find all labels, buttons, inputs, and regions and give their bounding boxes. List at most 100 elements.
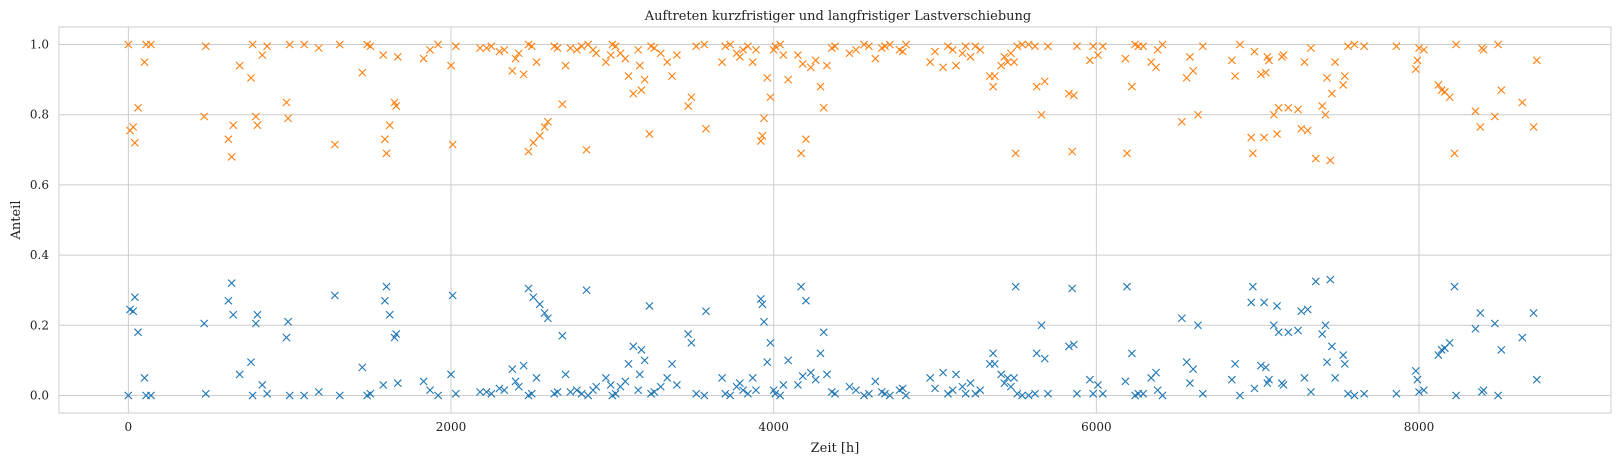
data-point bbox=[558, 331, 567, 340]
data-point bbox=[1037, 321, 1046, 330]
data-point bbox=[284, 317, 293, 326]
data-point bbox=[495, 47, 504, 56]
data-point bbox=[592, 382, 601, 391]
data-point bbox=[756, 137, 765, 146]
data-point bbox=[246, 358, 255, 367]
data-point bbox=[684, 101, 693, 110]
data-point bbox=[656, 382, 665, 391]
data-point bbox=[885, 40, 894, 49]
data-point bbox=[645, 301, 654, 310]
data-point bbox=[701, 307, 710, 316]
data-point bbox=[200, 112, 209, 121]
data-point bbox=[1227, 375, 1236, 384]
data-point bbox=[1300, 373, 1309, 382]
data-point bbox=[1189, 66, 1198, 75]
data-point bbox=[939, 63, 948, 72]
data-point bbox=[766, 93, 775, 102]
data-point bbox=[566, 387, 575, 396]
data-point bbox=[1040, 77, 1049, 86]
data-point bbox=[527, 42, 536, 51]
data-point bbox=[566, 44, 575, 53]
data-point bbox=[931, 384, 940, 393]
data-point bbox=[701, 124, 710, 133]
data-point bbox=[1494, 391, 1503, 400]
data-point bbox=[1339, 80, 1348, 89]
data-point bbox=[606, 51, 615, 60]
data-point bbox=[806, 368, 815, 377]
data-point bbox=[758, 300, 767, 309]
data-point bbox=[1490, 319, 1499, 328]
data-point bbox=[524, 284, 533, 293]
data-point bbox=[1040, 354, 1049, 363]
y-tick-label: 0.0 bbox=[30, 388, 49, 402]
data-point bbox=[860, 391, 869, 400]
data-point bbox=[961, 389, 970, 398]
data-point bbox=[1152, 63, 1161, 72]
data-point bbox=[1031, 42, 1040, 51]
data-point bbox=[1185, 379, 1194, 388]
data-point bbox=[1273, 130, 1282, 139]
data-point bbox=[380, 296, 389, 305]
data-point bbox=[798, 59, 807, 68]
data-point bbox=[1010, 373, 1019, 382]
data-point bbox=[434, 40, 443, 49]
data-point bbox=[300, 40, 309, 49]
data-point bbox=[1411, 366, 1420, 375]
data-point bbox=[1264, 375, 1273, 384]
data-point bbox=[514, 49, 523, 58]
data-point bbox=[687, 338, 696, 347]
data-point bbox=[990, 359, 999, 368]
data-point bbox=[926, 58, 935, 67]
data-point bbox=[735, 52, 744, 61]
data-point bbox=[766, 338, 775, 347]
data-point bbox=[1182, 73, 1191, 82]
data-point bbox=[140, 58, 149, 67]
data-point bbox=[448, 291, 457, 300]
chart-title: Auftreten kurzfristiger und langfristige… bbox=[644, 9, 1032, 24]
data-point bbox=[961, 42, 970, 51]
data-point bbox=[282, 98, 291, 107]
data-point bbox=[801, 135, 810, 144]
data-point bbox=[748, 373, 757, 382]
data-point bbox=[514, 382, 523, 391]
data-point bbox=[1269, 110, 1278, 119]
data-point bbox=[532, 373, 541, 382]
data-point bbox=[366, 42, 375, 51]
data-point bbox=[1490, 112, 1499, 121]
data-point bbox=[572, 45, 581, 54]
data-point bbox=[519, 361, 528, 370]
data-point bbox=[640, 75, 649, 84]
data-point bbox=[601, 58, 610, 67]
data-point bbox=[201, 389, 210, 398]
data-point bbox=[482, 387, 491, 396]
data-point bbox=[314, 44, 323, 53]
data-point bbox=[229, 310, 238, 319]
data-point bbox=[572, 386, 581, 395]
data-point bbox=[634, 45, 643, 54]
data-point bbox=[1452, 40, 1461, 49]
data-point bbox=[1269, 321, 1278, 330]
data-point bbox=[1037, 110, 1046, 119]
data-point bbox=[248, 391, 257, 400]
data-point bbox=[621, 377, 630, 386]
data-point bbox=[1043, 389, 1052, 398]
data-point bbox=[1261, 68, 1270, 77]
data-point bbox=[1297, 124, 1306, 133]
data-point bbox=[451, 42, 460, 51]
data-point bbox=[700, 391, 709, 400]
data-point bbox=[966, 52, 975, 61]
data-point bbox=[989, 349, 998, 358]
data-point bbox=[382, 282, 391, 291]
data-point bbox=[1284, 328, 1293, 337]
data-point bbox=[668, 72, 677, 81]
data-point bbox=[1089, 42, 1098, 51]
data-point bbox=[901, 391, 910, 400]
data-point bbox=[763, 73, 772, 82]
data-point bbox=[1476, 309, 1485, 317]
data-point bbox=[447, 61, 456, 70]
data-point bbox=[393, 379, 402, 388]
x-axis-label: Zeit [h] bbox=[811, 441, 860, 456]
data-point bbox=[366, 389, 375, 398]
data-point bbox=[1064, 342, 1073, 351]
data-point bbox=[811, 375, 820, 384]
